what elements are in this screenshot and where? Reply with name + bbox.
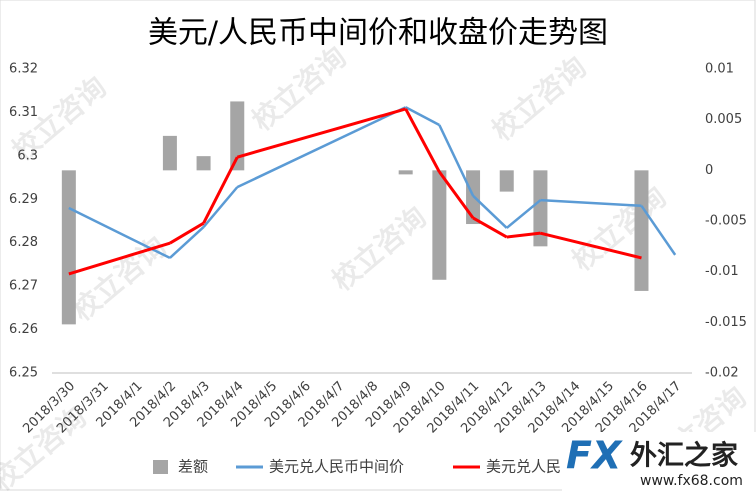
line-segment	[169, 221, 205, 245]
y-tick-label: 6.31	[9, 105, 38, 120]
legend-swatch	[153, 460, 168, 474]
legend-label: 美元兑人民币中间价	[269, 458, 404, 476]
y-tick-label: 6.3	[17, 148, 38, 163]
line-segment	[68, 241, 171, 276]
legend-label: 差额	[178, 458, 208, 476]
line-segment	[506, 231, 541, 239]
bar	[398, 170, 413, 175]
bar	[533, 170, 548, 247]
y-tick-label: 6.32	[9, 62, 38, 77]
line-segment	[236, 106, 407, 189]
line-segment	[438, 171, 475, 219]
line-segment	[438, 124, 475, 197]
bar	[61, 170, 76, 325]
logo-name: 外汇之家	[630, 440, 738, 472]
line-segment	[540, 198, 642, 208]
y2-tick-label: -0.02	[705, 366, 739, 381]
y2-tick-label: -0.01	[705, 264, 739, 279]
y-tick-label: 6.25	[9, 366, 38, 381]
bar	[432, 170, 447, 280]
line-segment	[236, 107, 407, 159]
line-segment	[540, 231, 642, 260]
logo-url: www.fx68.com	[640, 473, 743, 489]
y2-tick-label: -0.015	[705, 315, 747, 330]
bar	[196, 156, 211, 171]
logo-box	[562, 432, 756, 491]
line-segment	[202, 186, 239, 228]
line-segment	[472, 216, 508, 239]
y-tick-label: 6.26	[9, 322, 38, 337]
line-segment	[404, 108, 441, 173]
bar	[499, 170, 514, 192]
line-segment	[169, 226, 205, 259]
y2-tick-label: 0.01	[705, 62, 734, 77]
chart-title: 美元/人民币中间价和收盘价走势图	[148, 16, 608, 51]
y2-tick-label: 0.005	[705, 112, 742, 127]
bar	[230, 101, 245, 171]
y-tick-label: 6.28	[9, 235, 38, 250]
y2-tick-label: 0	[705, 163, 713, 178]
line-segment	[405, 106, 440, 127]
y-tick-label: 6.29	[9, 192, 38, 207]
line-segment	[505, 199, 542, 229]
y2-tick-label: -0.005	[705, 214, 747, 229]
bar	[634, 170, 649, 291]
line-segment	[472, 194, 508, 229]
logo-mark: FX	[566, 434, 623, 478]
bar	[162, 135, 177, 171]
line-segment	[640, 205, 677, 256]
line-segment	[202, 156, 239, 224]
y-tick-label: 6.27	[9, 279, 38, 294]
